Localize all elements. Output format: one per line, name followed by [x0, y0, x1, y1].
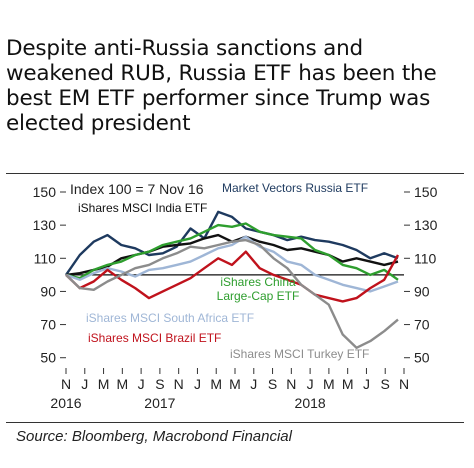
y-tick-label-left: 50 — [40, 350, 56, 366]
series-line-3 — [65, 235, 399, 293]
series-line-0 — [65, 210, 399, 276]
series-label: iShares MSCI India ETF — [78, 201, 207, 215]
y-tick-label-left: 130 — [33, 217, 57, 233]
x-year-label: 2018 — [295, 395, 326, 411]
x-tick-label: J — [363, 376, 370, 392]
x-tick-label: J — [307, 376, 314, 392]
x-tick-label: M — [210, 376, 222, 392]
y-tick-label-right: 110 — [414, 250, 437, 266]
y-tick-label-left: 70 — [40, 317, 56, 333]
x-tick-label: M — [323, 376, 335, 392]
y-tick-label-left: 90 — [40, 283, 56, 299]
x-tick-label: J — [250, 376, 257, 392]
x-tick-label: M — [342, 376, 354, 392]
x-tick-label: J — [194, 376, 201, 392]
x-tick-label: N — [286, 376, 296, 392]
x-tick-label: M — [229, 376, 241, 392]
y-tick-label-left: 150 — [33, 184, 57, 200]
series-label: Large-Cap ETF — [217, 289, 300, 303]
x-tick-label: S — [381, 376, 390, 392]
y-tick-label-left: 110 — [34, 250, 57, 266]
x-year-label: 2016 — [50, 395, 81, 411]
series-label: Market Vectors Russia ETF — [222, 181, 368, 195]
series-label: iShares MSCI Brazil ETF — [88, 331, 221, 345]
series-line-2 — [65, 222, 399, 281]
series-line-4 — [65, 250, 400, 303]
x-tick-label: S — [268, 376, 277, 392]
source-note: Source: Bloomberg, Macrobond Financial — [16, 428, 292, 445]
x-tick-label: M — [98, 376, 110, 392]
y-tick-label-right: 150 — [414, 184, 438, 200]
x-tick-label: M — [116, 376, 128, 392]
x-tick-label: S — [155, 376, 164, 392]
chart-area: 50 50 70 70 90 90 110 110 130 130 150 150 N J M M J S N J M M… — [6, 173, 464, 423]
x-tick-label: J — [138, 376, 145, 392]
x-year-label: 2017 — [144, 395, 175, 411]
y-tick-label-right: 70 — [414, 317, 430, 333]
y-tick-label-right: 90 — [414, 283, 430, 299]
series-label: iShares China — [220, 275, 296, 289]
chart-card: Despite anti-Russia sanctions and weaken… — [6, 12, 464, 458]
x-tick-label: N — [399, 376, 409, 392]
series-label: iShares MSCI Turkey ETF — [230, 347, 369, 361]
y-tick-label-right: 50 — [414, 350, 430, 366]
index-annotation: Index 100 = 7 Nov 16 — [70, 181, 204, 197]
chart-title: Despite anti-Russia sanctions and weaken… — [6, 36, 437, 136]
series-label: iShares MSCI South Africa ETF — [86, 311, 254, 325]
x-tick-label: N — [174, 376, 184, 392]
x-tick-label: J — [81, 376, 88, 392]
series-line-5 — [65, 238, 399, 350]
x-tick-label: N — [61, 376, 71, 392]
y-tick-label-right: 130 — [414, 217, 438, 233]
